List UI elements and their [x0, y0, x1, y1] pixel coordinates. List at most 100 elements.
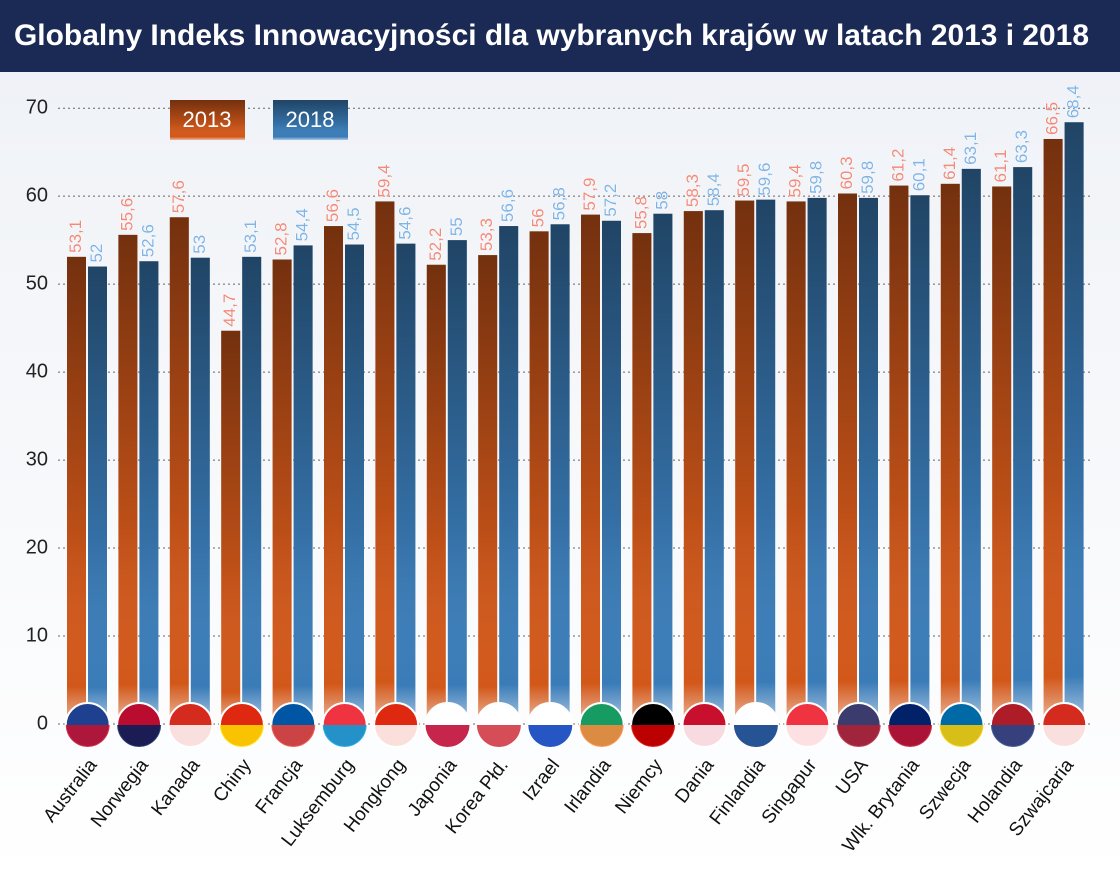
bar-shade	[756, 199, 776, 724]
bar-shade	[859, 197, 878, 724]
bar-shade	[992, 186, 1012, 725]
bar-shade	[88, 266, 107, 724]
data-label: 59,6	[755, 163, 774, 196]
bar-shade	[1043, 138, 1063, 724]
bar-shade	[272, 259, 292, 724]
bar-shade	[396, 243, 416, 724]
data-label: 58	[652, 191, 671, 210]
data-label: 54,4	[293, 208, 312, 241]
legend-label: 2013	[183, 107, 232, 132]
bar-shade	[550, 224, 570, 724]
bar-shade	[940, 183, 960, 724]
bar-shade	[1064, 122, 1084, 724]
data-label: 52,2	[426, 228, 445, 261]
y-tick-label: 70	[26, 96, 48, 118]
bar-shade	[478, 255, 498, 724]
bar-shade	[169, 217, 189, 724]
data-label: 61,1	[991, 149, 1010, 182]
data-label: 59,4	[786, 164, 805, 197]
data-label: 59,8	[858, 161, 877, 194]
bar-shade	[653, 213, 673, 724]
legend-shade	[273, 100, 348, 140]
data-label: 52	[87, 244, 106, 263]
data-label: 61,4	[940, 147, 959, 180]
flag-part	[374, 725, 419, 748]
bar-shade	[221, 330, 241, 724]
bar-shade	[293, 245, 313, 724]
data-label: 59,5	[734, 163, 753, 196]
data-label: 53,1	[66, 220, 85, 253]
bar-shade	[704, 210, 724, 724]
bar-shade	[499, 226, 519, 724]
y-tick-label: 10	[26, 624, 48, 646]
bar-shade	[910, 195, 930, 725]
flag-part	[65, 725, 110, 747]
flag-part	[785, 725, 830, 748]
y-tick-label: 50	[26, 272, 48, 294]
bar-shade	[838, 193, 857, 725]
data-label: 57,6	[169, 180, 188, 213]
data-label: 57,9	[580, 178, 599, 211]
bar-shade	[345, 244, 364, 724]
bar-shade	[426, 264, 446, 724]
data-label: 52,8	[272, 222, 291, 255]
data-label: 59,4	[374, 164, 393, 197]
flag-part	[990, 725, 1035, 748]
bar-shade	[375, 201, 395, 724]
data-label: 63,3	[1012, 130, 1031, 163]
bar-shade	[735, 200, 755, 725]
flag-part	[579, 725, 624, 748]
data-label: 60,3	[837, 156, 856, 189]
y-tick-label: 60	[26, 184, 48, 206]
flag-part	[117, 725, 162, 748]
y-tick-label: 20	[26, 536, 48, 558]
data-label: 44,7	[220, 294, 239, 327]
data-label: 63,1	[961, 132, 980, 165]
data-label: 54,6	[395, 207, 414, 240]
bar-shade	[529, 231, 549, 724]
title-bar	[0, 0, 1120, 72]
data-label: 52,6	[138, 224, 157, 257]
flag-part	[219, 725, 264, 748]
bar-shade	[118, 234, 138, 724]
flag-part	[631, 725, 676, 748]
data-label: 60,1	[909, 158, 928, 191]
bar-shade	[1013, 167, 1033, 724]
flag-part	[888, 725, 933, 748]
data-label: 55,8	[631, 196, 650, 229]
flag-part	[168, 725, 213, 748]
y-tick-label: 30	[26, 448, 48, 470]
flag-part	[733, 725, 778, 748]
bar-shade	[67, 256, 86, 724]
bar-shade	[139, 261, 159, 724]
legend-shade	[170, 100, 245, 140]
flag-part	[425, 725, 470, 748]
flag-part	[271, 725, 316, 748]
data-label: 53,1	[241, 220, 260, 253]
flag-part	[528, 725, 573, 748]
data-label: 68,4	[1064, 85, 1083, 118]
data-label: 53	[190, 235, 209, 254]
flag-part	[939, 725, 984, 748]
data-label: 59,8	[807, 161, 826, 194]
data-label: 55	[447, 217, 466, 236]
bar-shade	[447, 240, 467, 724]
data-label: 58,3	[683, 174, 702, 207]
y-tick-label: 40	[26, 360, 48, 382]
flag-part	[836, 725, 881, 748]
data-label: 66,5	[1043, 102, 1062, 135]
bar-shade	[632, 233, 652, 724]
flag-part	[682, 725, 727, 748]
data-label: 58,4	[704, 173, 723, 206]
y-tick-label: 0	[37, 712, 48, 734]
legend-label: 2018	[286, 107, 335, 132]
bar-shade	[190, 257, 210, 724]
data-label: 56	[529, 208, 548, 227]
data-label: 57,2	[601, 184, 620, 217]
data-label: 53,3	[477, 218, 496, 251]
bar-shade	[807, 197, 827, 724]
bar-shade	[961, 168, 981, 725]
flag-part	[476, 725, 521, 747]
bar-shade	[786, 201, 806, 724]
